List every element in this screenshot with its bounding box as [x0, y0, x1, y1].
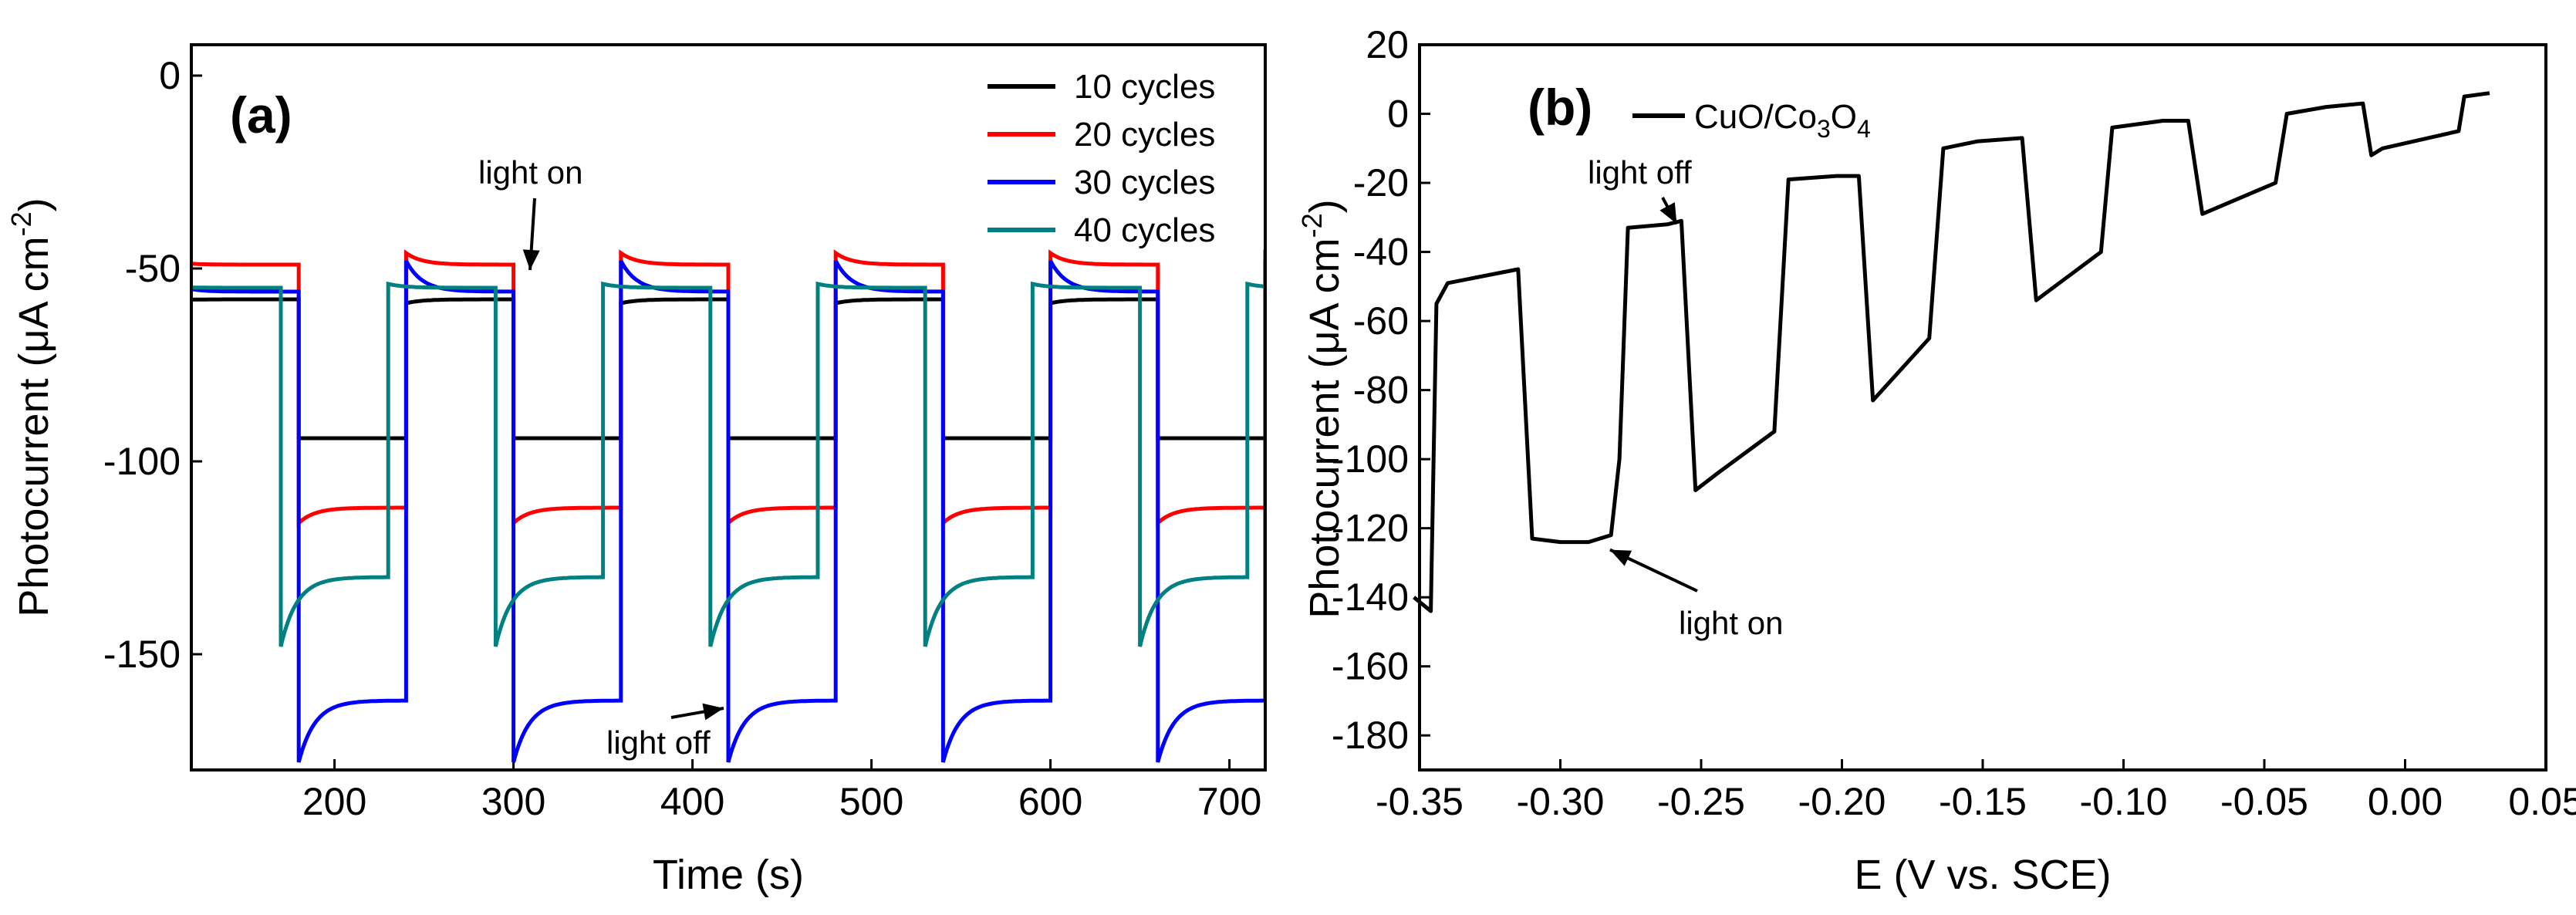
x-axis-title-b: E (V vs. SCE) — [1854, 852, 2111, 898]
annotation-light-on-a-arrow-head — [522, 249, 540, 270]
legend-b: CuO/Co3O4 — [1632, 98, 1871, 143]
y-tick-label-b: 20 — [1366, 23, 1409, 66]
y-tick-label-a: -150 — [103, 633, 181, 676]
x-tick-label-a: 700 — [1197, 780, 1261, 823]
panel-label-a: (a) — [230, 86, 292, 143]
legend-label-30-cycles: 30 cycles — [1074, 164, 1215, 201]
axes-b: -0.35 -0.30 -0.25 -0.20 -0.15 -0.10 -0.05 0.00 0… — [1332, 23, 2576, 823]
x-tick-label-b: 0.05 — [2508, 780, 2576, 823]
annotation-light-on-a: light on — [478, 154, 582, 191]
legend-label-10-cycles: 10 cycles — [1074, 68, 1215, 106]
legend-a: 10 cycles 20 cycles 30 cycles 40 cycles — [988, 68, 1215, 249]
x-tick-label-b: -0.20 — [1798, 780, 1886, 823]
annotation-light-off-b-arrow-head — [1659, 202, 1677, 225]
legend-label-40-cycles: 40 cycles — [1074, 211, 1215, 249]
y-tick-label-b: -60 — [1353, 299, 1409, 343]
annotation-light-on-b: light on — [1679, 605, 1783, 641]
annotation-light-off-a: light off — [606, 724, 711, 761]
series-line-cuo-co3o4 — [1413, 91, 2490, 613]
x-tick-label-b: -0.30 — [1517, 780, 1605, 823]
annotations-b: light off light on — [1588, 154, 1783, 641]
y-tick-label-b: -140 — [1332, 576, 1409, 619]
y-tick-label-a: 0 — [159, 54, 181, 97]
series-group-b — [1413, 91, 2490, 613]
x-tick-label-b: -0.10 — [2080, 780, 2168, 823]
x-tick-label-b: -0.15 — [1939, 780, 2027, 823]
x-tick-label-a: 200 — [302, 780, 366, 823]
x-tick-label-a: 400 — [660, 780, 724, 823]
x-axis-title-a: Time (s) — [653, 852, 804, 898]
annotation-light-on-b-arrow-head — [1609, 549, 1632, 566]
annotation-light-off-a-arrow-head — [702, 703, 724, 721]
annotations-a: light on light off — [478, 154, 724, 761]
series-line-20-cycles — [193, 249, 1264, 528]
y-axis-title-b: Photocurrent (μA cm-2) — [1296, 199, 1348, 618]
x-tick-label-a: 300 — [481, 780, 545, 823]
y-tick-label-b: -20 — [1353, 161, 1409, 204]
axes-a: 200 300 400 500 600 700 0 -50 -100 -150 — [103, 54, 1261, 823]
y-tick-label-b: -120 — [1332, 507, 1409, 550]
y-tick-label-b: -80 — [1353, 369, 1409, 412]
x-tick-label-b: 0.00 — [2368, 780, 2443, 823]
x-tick-label-b: -0.35 — [1376, 780, 1464, 823]
y-tick-label-b: -180 — [1332, 714, 1409, 757]
x-tick-label-b: -0.05 — [2220, 780, 2308, 823]
legend-label-cuo-co3o4: CuO/Co3O4 — [1694, 98, 1871, 143]
y-tick-label-b: 0 — [1387, 93, 1409, 136]
series-line-30-cycles — [193, 259, 1264, 763]
y-tick-label-b: -40 — [1353, 231, 1409, 274]
x-tick-label-a: 600 — [1018, 780, 1082, 823]
y-tick-label-a: -50 — [125, 247, 181, 290]
plot-frame-a — [190, 43, 1267, 772]
panel-label-b: (b) — [1528, 79, 1592, 136]
legend-label-20-cycles: 20 cycles — [1074, 116, 1215, 154]
y-tick-label-b: -100 — [1332, 437, 1409, 481]
series-line-10-cycles — [193, 297, 1264, 441]
x-tick-label-a: 500 — [839, 780, 903, 823]
series-group-a — [193, 249, 1264, 763]
x-tick-label-b: -0.25 — [1657, 780, 1745, 823]
y-tick-label-b: -160 — [1332, 645, 1409, 688]
y-tick-label-a: -100 — [103, 440, 181, 483]
annotation-light-off-b: light off — [1588, 154, 1692, 191]
y-axis-title-a: Photocurrent (μA cm-2) — [5, 198, 57, 616]
series-line-40-cycles — [193, 281, 1264, 647]
